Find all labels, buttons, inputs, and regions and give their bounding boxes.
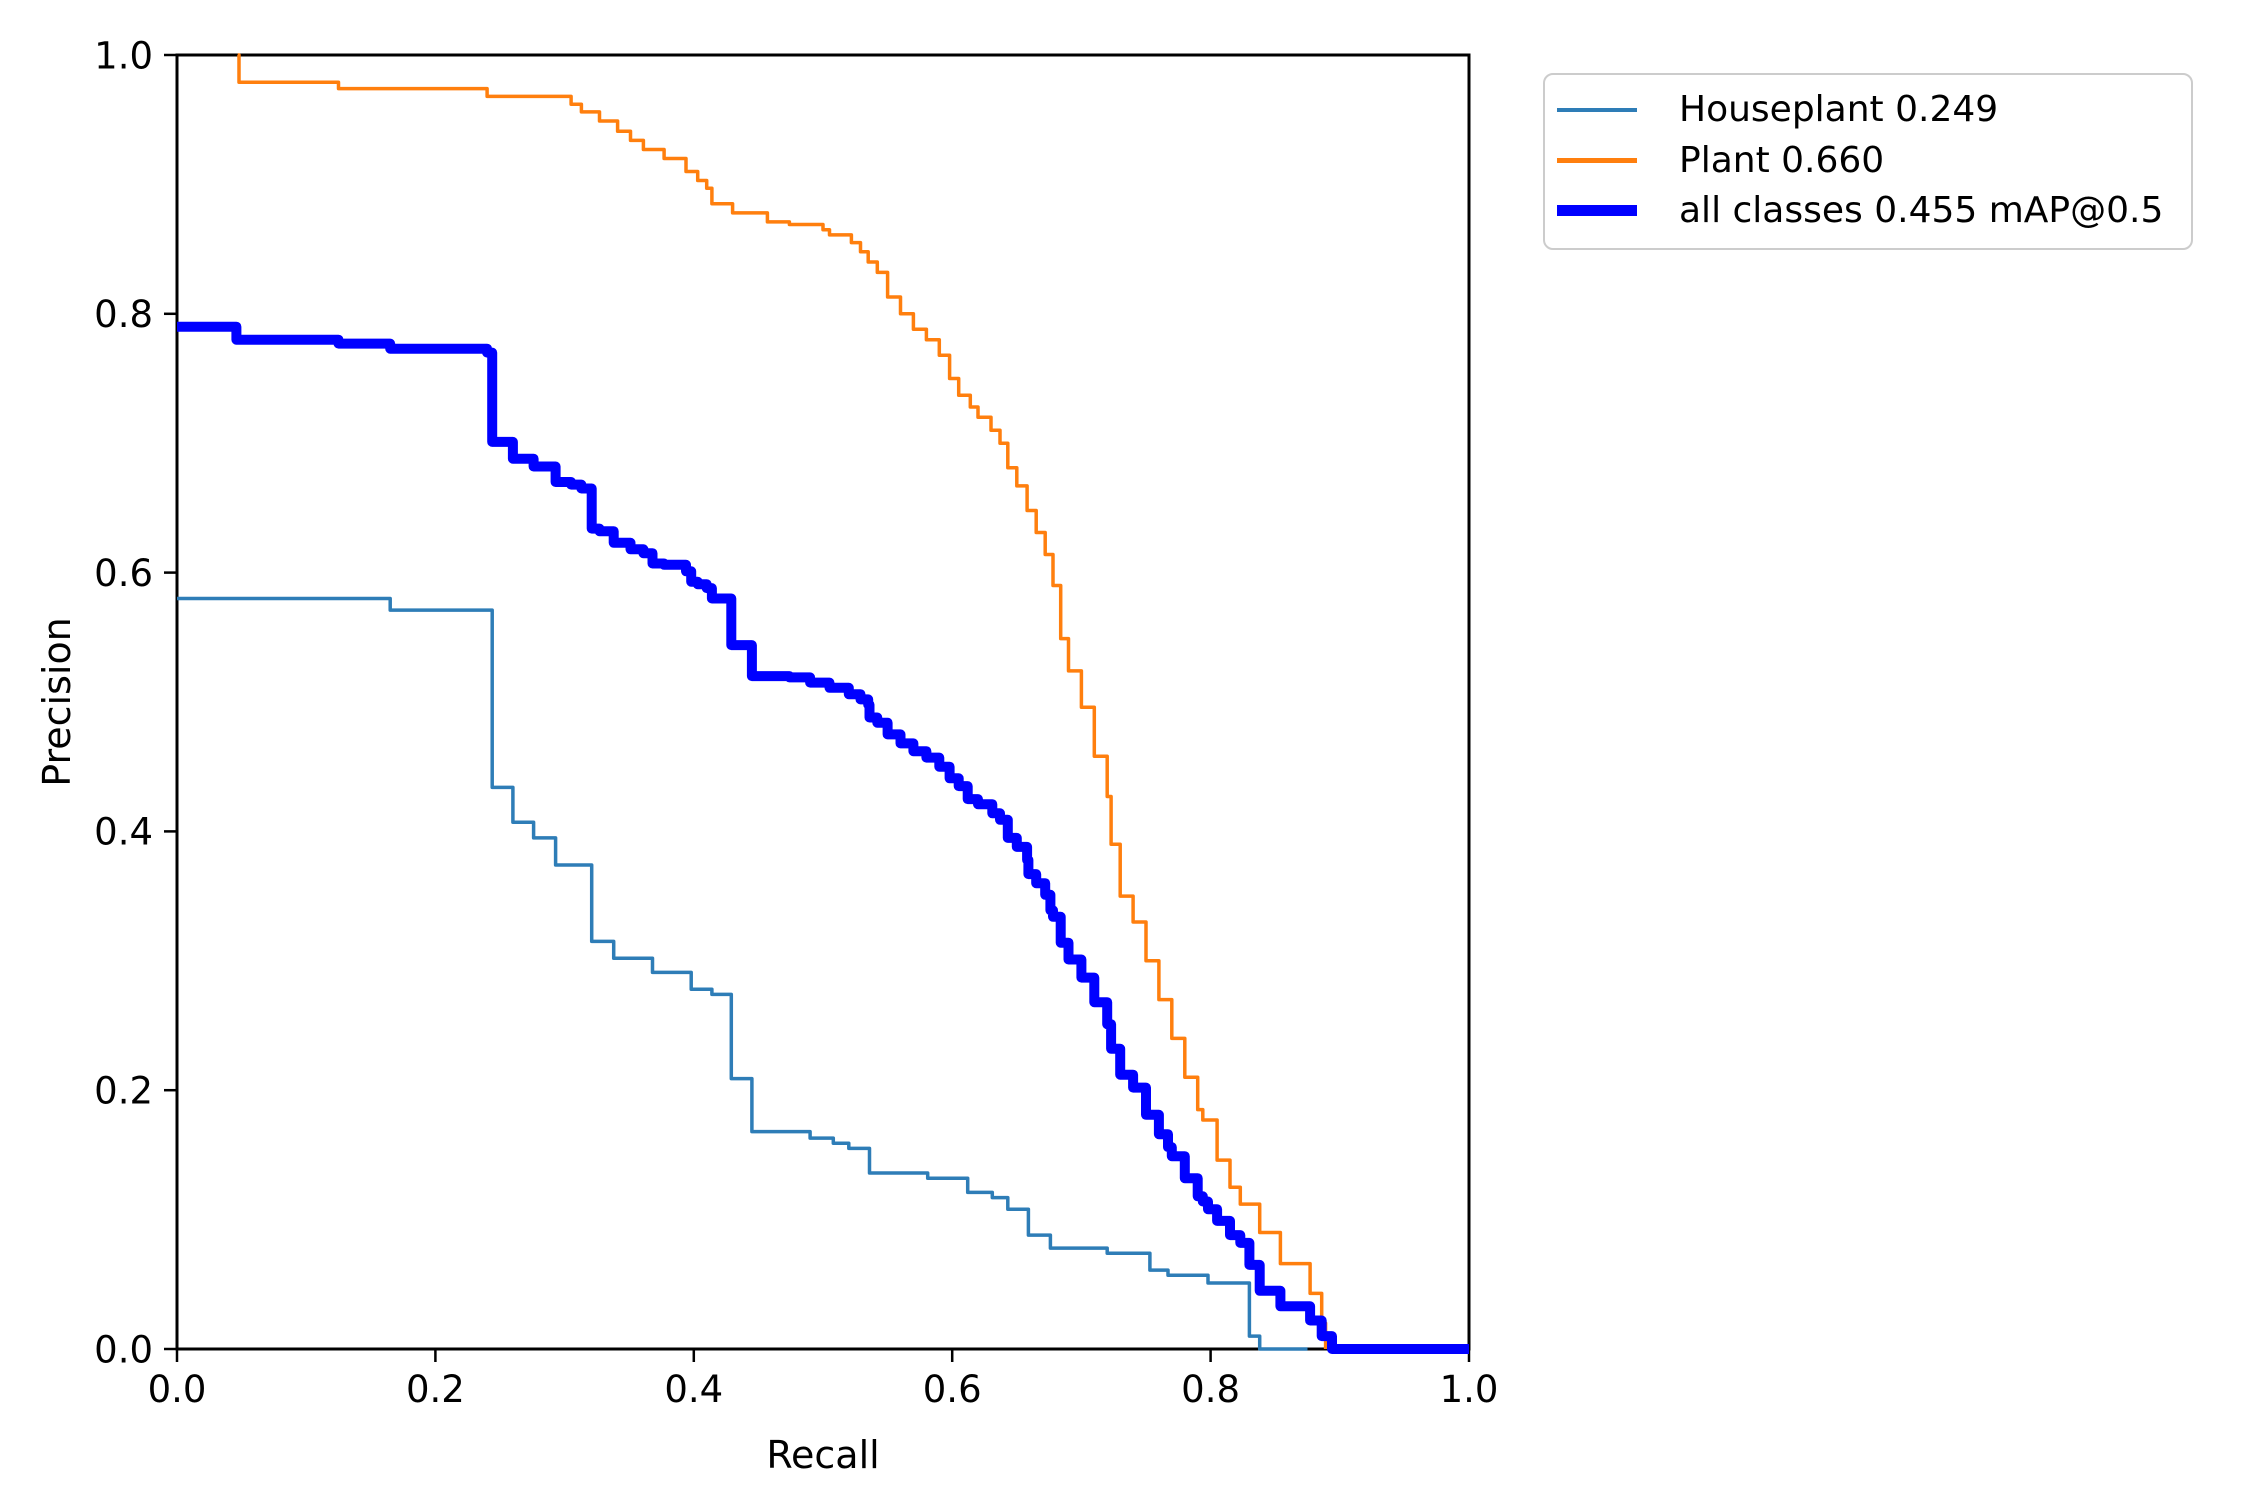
legend-label: Houseplant 0.249 <box>1679 89 1999 131</box>
legend-item-all-classes: all classes 0.455 mAP@0.5 <box>1557 191 2173 231</box>
x-tick-label: 0.0 <box>148 1368 207 1411</box>
legend-line-sample <box>1557 205 1637 217</box>
y-tick-label: 0.4 <box>94 811 153 854</box>
x-tick-label: 0.4 <box>664 1368 723 1411</box>
legend-item-plant: Plant 0.660 <box>1557 141 2173 181</box>
x-tick-label: 0.2 <box>406 1368 465 1411</box>
x-tick-label: 0.8 <box>1181 1368 1240 1411</box>
y-tick-label: 0.0 <box>94 1328 153 1371</box>
x-tick-label: 0.6 <box>923 1368 982 1411</box>
legend-item-houseplant: Houseplant 0.249 <box>1557 90 2173 130</box>
legend-line-sample <box>1557 158 1637 163</box>
y-tick-label: 1.0 <box>94 34 153 77</box>
legend-label: Plant 0.660 <box>1679 139 1885 181</box>
legend-label: all classes 0.455 mAP@0.5 <box>1679 190 2164 232</box>
curve-all-classes <box>177 321 1469 1354</box>
y-tick-label: 0.6 <box>94 552 153 595</box>
legend-line-sample <box>1557 107 1637 113</box>
y-tick-label: 0.8 <box>94 293 153 336</box>
plot-border <box>175 53 1471 1351</box>
x-axis-label: Recall <box>766 1433 879 1477</box>
curve-houseplant <box>177 596 1308 1351</box>
curve-plant <box>237 53 1328 1349</box>
y-tick-label: 0.2 <box>94 1070 153 1113</box>
y-axis-label: Precision <box>35 617 79 787</box>
x-tick-label: 1.0 <box>1440 1368 1499 1411</box>
legend: Houseplant 0.249 Plant 0.660 all classes 0… <box>1543 73 2193 250</box>
